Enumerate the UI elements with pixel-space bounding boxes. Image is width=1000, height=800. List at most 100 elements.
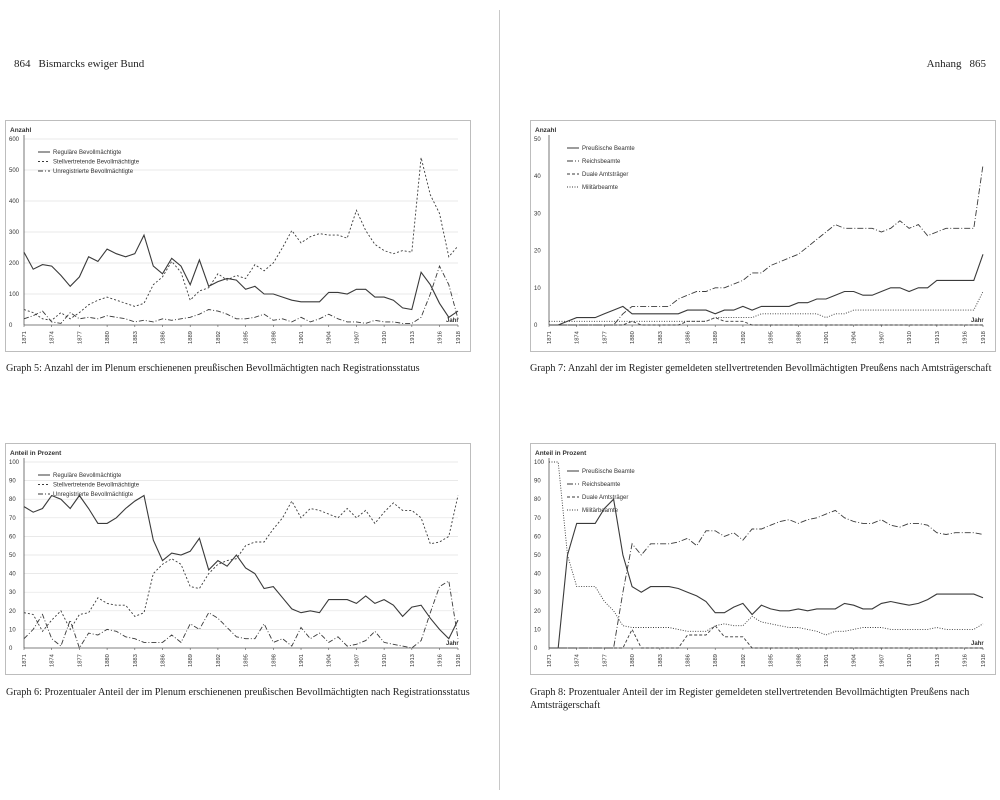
caption-graph-5: Graph 5: Anzahl der im Plenum erschienen… <box>6 363 420 374</box>
y-tick-label: 30 <box>534 590 541 596</box>
y-tick-label: 10 <box>534 286 541 292</box>
x-tick-label: 1918 <box>981 331 987 344</box>
y-tick-label: 90 <box>534 479 541 485</box>
series-line-4 <box>549 461 984 636</box>
series-line-3 <box>549 625 983 649</box>
x-tick-label: 1918 <box>981 654 987 667</box>
series-line-3 <box>23 580 459 650</box>
series-line-1 <box>549 498 984 649</box>
x-axis-label: Jahr <box>971 318 984 324</box>
series-line-1 <box>23 233 459 319</box>
chart-graph-5: Anzahl 0 100 200 300 400 500 600 1871 1874 1877 188… <box>5 120 471 352</box>
x-tick-label: 1913 <box>935 331 941 344</box>
y-tick-label: 20 <box>9 609 16 615</box>
x-tick-label: 1918 <box>456 654 462 667</box>
legend-label: Duale Amtsträger <box>582 495 628 501</box>
y-tick-label: 70 <box>534 516 541 522</box>
x-tick-label: 1910 <box>907 331 913 344</box>
x-tick-label: 1883 <box>133 654 139 667</box>
series-line-4 <box>549 291 984 322</box>
x-tick-label: 1907 <box>354 331 360 344</box>
chart-graph-5-svg: Anzahl 0 100 200 300 400 500 600 1871 1874 1877 188… <box>9 127 462 344</box>
x-axis-label: Jahr <box>971 641 984 647</box>
x-tick-label: 1883 <box>133 331 139 344</box>
x-tick-label: 1898 <box>271 331 277 344</box>
x-tick-label: 1918 <box>456 331 462 344</box>
x-tick-label: 1877 <box>77 331 83 344</box>
series-line-3 <box>549 317 983 326</box>
x-tick-label: 1901 <box>824 654 830 667</box>
chart-graph-7: Anzahl 0 10 20 30 40 50 1871 1874 1877 1880 1883 188… <box>530 120 996 352</box>
x-tick-label: 1913 <box>935 654 941 667</box>
left-page-number: 864 <box>14 58 31 70</box>
legend-label: Reichsbeamte <box>582 482 621 488</box>
x-tick-label: 1892 <box>741 654 747 667</box>
y-tick-label: 30 <box>9 590 16 596</box>
x-tick-label: 1904 <box>327 330 333 344</box>
x-tick-label: 1901 <box>299 654 305 667</box>
x-tick-label: 1886 <box>161 654 167 667</box>
x-tick-label: 1892 <box>741 331 747 344</box>
y-tick-label: 80 <box>9 497 16 503</box>
x-tick-label: 1901 <box>299 331 305 344</box>
y-tick-label: 500 <box>9 168 20 174</box>
x-tick-label: 1871 <box>547 654 553 667</box>
x-tick-label: 1910 <box>382 331 388 344</box>
series-line-3 <box>23 264 459 324</box>
x-tick-label: 1895 <box>769 331 775 344</box>
x-tick-label: 1892 <box>216 331 222 344</box>
x-tick-label: 1904 <box>327 653 333 667</box>
chart-graph-6: Anteil in Prozent 0 10 20 30 40 50 60 70 80 90 100 1… <box>5 443 471 675</box>
legend-label: Reguläre Bevollmächtigte <box>53 150 122 156</box>
series-line-2 <box>23 495 459 633</box>
y-tick-label: 100 <box>534 460 545 466</box>
series-line-2 <box>549 509 984 649</box>
y-axis-label: Anzahl <box>10 127 32 134</box>
chart-graph-8-svg: Anteil in Prozent 0 10 20 30 40 50 60 70 80 90 100 1… <box>534 450 987 667</box>
y-tick-label: 10 <box>9 627 16 633</box>
y-tick-label: 30 <box>534 211 541 217</box>
x-tick-label: 1889 <box>713 654 719 667</box>
y-tick-label: 60 <box>9 534 16 540</box>
legend-label: Unregistrierte Bevollmächtigte <box>53 169 134 175</box>
left-running-title: Bismarcks ewiger Bund <box>38 58 145 70</box>
y-tick-label: 100 <box>9 460 20 466</box>
x-axis-label: Jahr <box>446 318 459 324</box>
x-tick-label: 1877 <box>602 331 608 344</box>
chart-graph-8: Anteil in Prozent 0 10 20 30 40 50 60 70 80 90 100 1… <box>530 443 996 675</box>
y-axis-label: Anteil in Prozent <box>535 450 587 457</box>
y-tick-label: 0 <box>9 323 13 329</box>
x-tick-label: 1871 <box>547 331 553 344</box>
x-tick-label: 1871 <box>22 654 28 667</box>
x-tick-label: 1916 <box>963 331 969 344</box>
x-tick-label: 1886 <box>161 331 167 344</box>
x-tick-label: 1916 <box>963 654 969 667</box>
x-tick-label: 1898 <box>796 331 802 344</box>
right-running-title: Anhang <box>926 58 962 70</box>
y-tick-label: 20 <box>534 249 541 255</box>
y-tick-label: 50 <box>534 137 541 143</box>
y-tick-label: 300 <box>9 230 20 236</box>
x-tick-label: 1916 <box>438 654 444 667</box>
x-tick-label: 1886 <box>686 331 692 344</box>
y-tick-label: 0 <box>534 323 538 329</box>
legend-label: Reichsbeamte <box>582 159 621 165</box>
x-tick-label: 1907 <box>879 331 885 344</box>
y-tick-label: 90 <box>9 479 16 485</box>
y-axis-label: Anzahl <box>535 127 557 134</box>
series-line-1 <box>23 494 459 640</box>
y-tick-label: 40 <box>9 572 16 578</box>
x-tick-label: 1907 <box>354 654 360 667</box>
y-tick-label: 100 <box>9 292 20 298</box>
caption-graph-7: Graph 7: Anzahl der im Register gemeldet… <box>530 363 992 374</box>
legend-label: Stellvertretende Bevollmächtigte <box>53 483 140 489</box>
x-tick-label: 1874 <box>575 653 581 667</box>
x-tick-label: 1913 <box>410 331 416 344</box>
series-line-1 <box>549 254 984 326</box>
y-tick-label: 0 <box>534 646 538 652</box>
x-tick-label: 1877 <box>602 654 608 667</box>
x-tick-label: 1898 <box>271 654 277 667</box>
series-line-2 <box>549 164 984 326</box>
x-tick-label: 1907 <box>879 654 885 667</box>
x-tick-label: 1889 <box>713 331 719 344</box>
